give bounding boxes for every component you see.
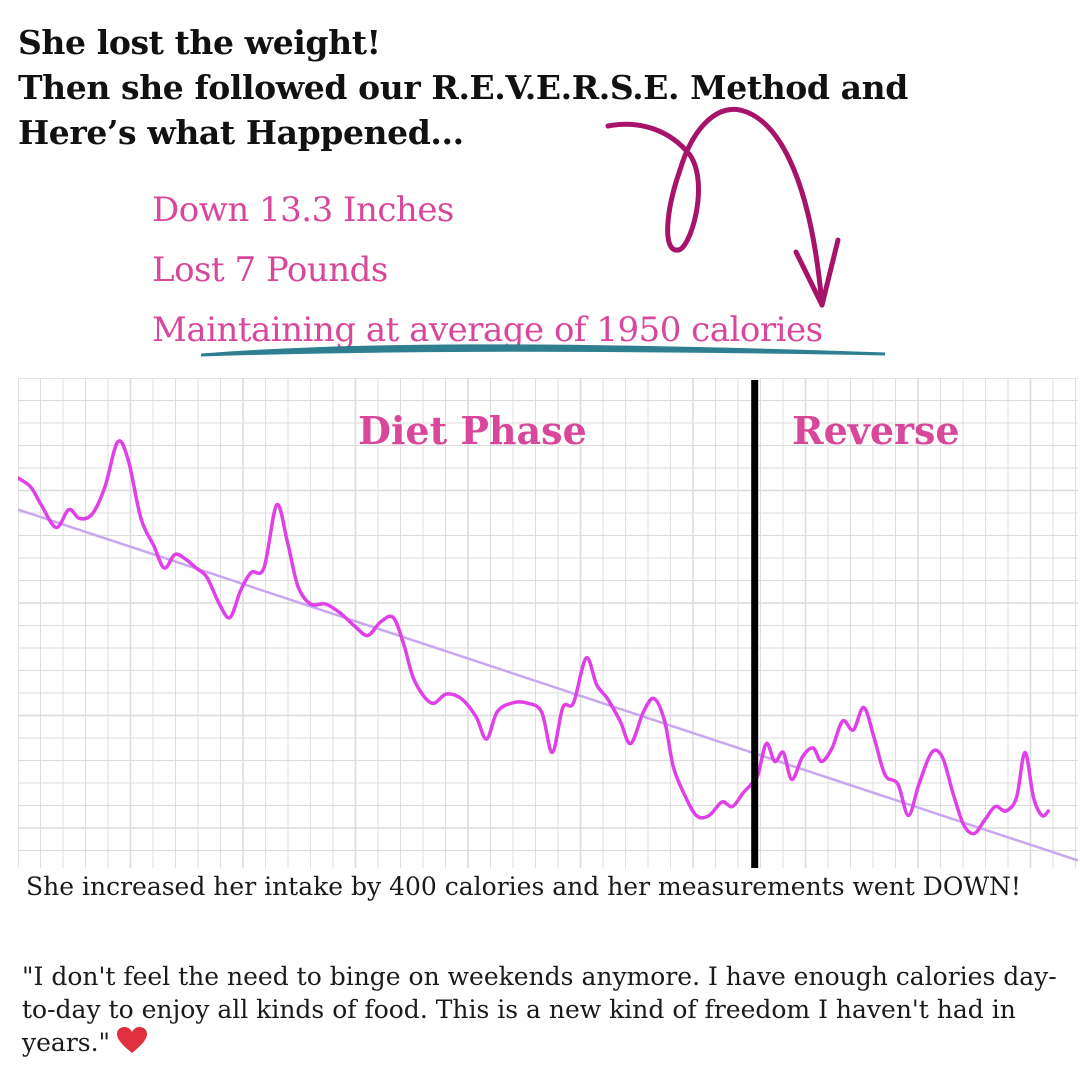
heart-icon [117, 1027, 148, 1053]
caption-text: She increased her intake by 400 calories… [26, 872, 1021, 901]
stats-list: Down 13.3 Inches Lost 7 Pounds Maintaini… [152, 180, 823, 360]
chart-grid [18, 378, 1078, 868]
curly-arrow-icon [605, 106, 841, 308]
diet-phase-label: Diet Phase [358, 408, 587, 453]
headline-line-2: Then she followed our R.E.V.E.R.S.E. Met… [18, 68, 908, 107]
teal-underline [200, 344, 886, 357]
phase-divider [751, 380, 759, 868]
arrow-head-left [793, 249, 825, 308]
stat-inches: Down 13.3 Inches [152, 190, 454, 230]
heart-shape [117, 1027, 148, 1053]
headline-line-3: Here’s what Happened... [18, 113, 464, 152]
headline-line-1: She lost the weight! [18, 23, 381, 62]
trend-line [18, 508, 1078, 862]
testimonial-quote: "I don't feel the need to binge on weeke… [22, 960, 1072, 1059]
headline: She lost the weight! Then she followed o… [18, 20, 908, 155]
daily-series-line [18, 439, 1051, 836]
stat-pounds: Lost 7 Pounds [152, 250, 388, 290]
underline-stroke [200, 344, 886, 357]
weight-chart [18, 378, 1078, 868]
stat-calories: Maintaining at average of 1950 calories [152, 310, 823, 350]
quote-text: "I don't feel the need to binge on weeke… [22, 962, 1057, 1057]
arrow-head-right [819, 237, 841, 308]
reverse-phase-label: Reverse [792, 408, 960, 453]
arrow-shaft [605, 106, 825, 308]
